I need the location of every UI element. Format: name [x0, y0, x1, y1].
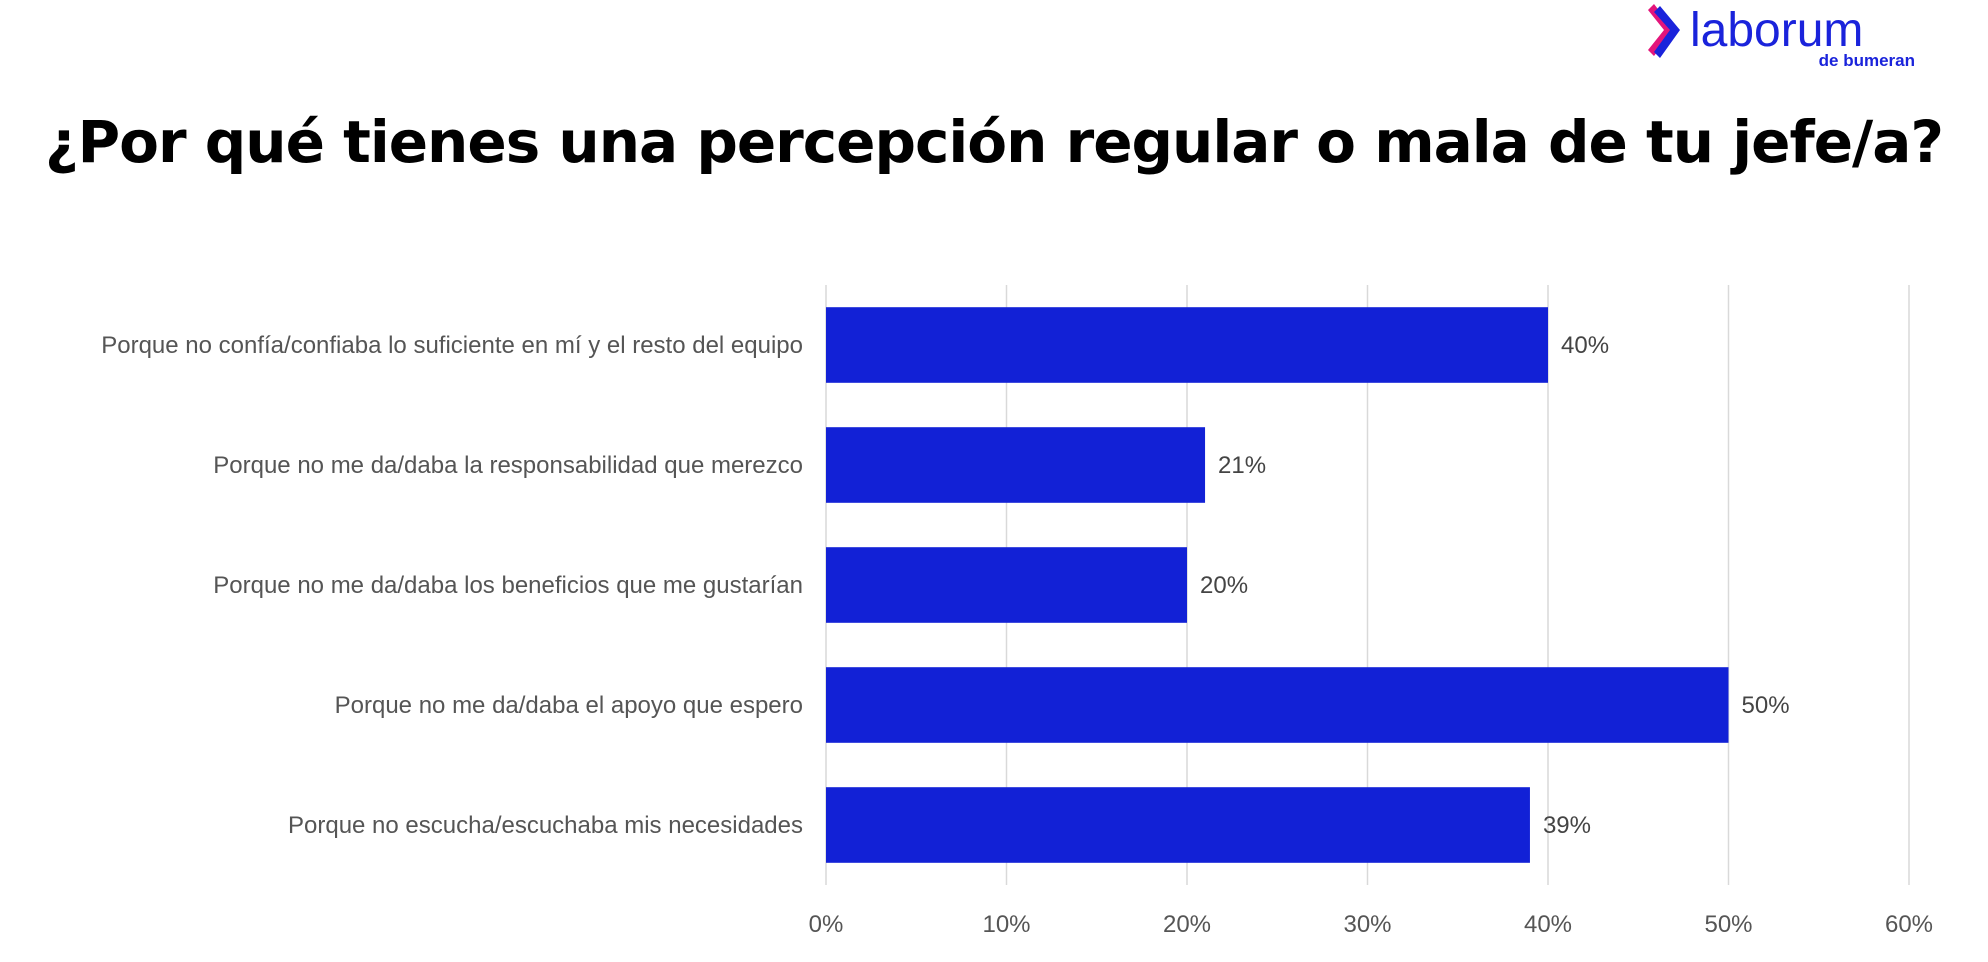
data-label: 20% [1200, 572, 1248, 599]
bar-3 [826, 547, 1187, 623]
data-label: 40% [1561, 332, 1609, 359]
bar-2 [826, 427, 1206, 503]
x-tick-label: 20% [1163, 911, 1211, 938]
x-tick-label: 0% [809, 911, 844, 938]
category-label: Porque no me da/daba el apoyo que espero [335, 692, 803, 719]
category-label: Porque no me da/daba los beneficios que … [213, 572, 803, 599]
x-tick-label: 60% [1885, 911, 1933, 938]
category-label: Porque no escucha/escuchaba mis necesida… [288, 812, 803, 839]
x-tick-label: 40% [1524, 911, 1572, 938]
chart-gridlines [825, 285, 1910, 885]
category-label: Porque no me da/daba la responsabilidad … [213, 452, 803, 479]
data-label: 39% [1543, 812, 1591, 839]
chart-data-labels: 40% 21% 20% 50% 39% [1200, 332, 1790, 839]
data-label: 21% [1218, 452, 1266, 479]
x-tick-label: 10% [982, 911, 1030, 938]
bar-4 [826, 667, 1729, 743]
category-label: Porque no confía/confiaba lo suficiente … [101, 332, 803, 359]
logo-tagline: de bumeran [1819, 51, 1915, 70]
logo-wordmark: laborum [1690, 4, 1863, 57]
chart-title: ¿Por qué tienes una percepción regular o… [44, 108, 1944, 176]
laborum-logo: laborum de bumeran [1648, 4, 1915, 70]
bar-5 [826, 787, 1530, 863]
boomerang-icon [1648, 4, 1680, 58]
bar-1 [826, 307, 1548, 383]
chart-category-labels: Porque no confía/confiaba lo suficiente … [101, 332, 803, 839]
x-tick-label: 30% [1343, 911, 1391, 938]
data-label: 50% [1742, 692, 1790, 719]
chart-x-axis: 0% 10% 20% 30% 40% 50% 60% [809, 911, 1933, 938]
x-tick-label: 50% [1704, 911, 1752, 938]
chart-bars [826, 307, 1729, 863]
